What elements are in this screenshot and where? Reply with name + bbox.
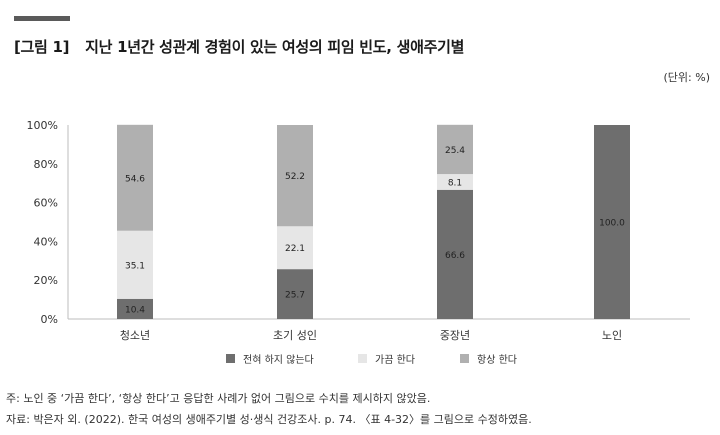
y-tick-label: 20% xyxy=(34,274,58,287)
bar-segment-always xyxy=(437,124,473,175)
unit-label: (단위: %) xyxy=(663,71,710,84)
data-label: 66.6 xyxy=(445,251,465,261)
data-label: 54.6 xyxy=(125,174,145,184)
bar-segment-sometimes xyxy=(277,226,313,270)
data-label: 8.1 xyxy=(448,178,462,188)
data-label: 25.7 xyxy=(285,291,305,301)
legend-label: 전혀 하지 않는다 xyxy=(243,355,314,366)
x-category-label: 청소년 xyxy=(120,329,150,342)
legend-label: 가끔 한다 xyxy=(375,355,415,366)
legend-swatch xyxy=(358,354,367,363)
legend-item-always: 항상 한다 xyxy=(460,351,517,366)
bar-segment-never xyxy=(117,298,153,319)
y-tick-label: 80% xyxy=(34,158,58,171)
source-note: 자료: 박은자 외. (2022). 한국 여성의 생애주기별 성·생식 건강조… xyxy=(6,413,532,426)
footnote: 주: 노인 중 ‘가끔 한다’, ‘항상 한다’고 응답한 사례가 없어 그림으… xyxy=(6,392,431,405)
data-label: 52.2 xyxy=(285,172,305,182)
y-tick-label: 100% xyxy=(27,119,58,132)
data-label: 10.4 xyxy=(125,305,145,315)
x-category-label: 초기 성인 xyxy=(273,329,317,342)
figure-number: [그림 1] xyxy=(14,38,70,56)
bar-segment-sometimes xyxy=(117,230,153,299)
legend-label: 항상 한다 xyxy=(477,355,517,366)
data-label: 100.0 xyxy=(599,219,625,229)
data-label: 35.1 xyxy=(125,261,145,271)
legend-swatch xyxy=(226,354,235,363)
y-tick-label: 60% xyxy=(34,197,58,210)
bar-segment-never xyxy=(437,189,473,319)
y-tick-label: 0% xyxy=(41,313,58,326)
bar-segment-always xyxy=(117,124,153,231)
figure-title-text: 지난 1년간 성관계 경험이 있는 여성의 피임 빈도, 생애주기별 xyxy=(85,38,465,56)
data-label: 25.4 xyxy=(445,146,465,156)
legend-item-never: 전혀 하지 않는다 xyxy=(226,351,314,366)
bar-segment-never xyxy=(277,269,313,319)
bar-segment-sometimes xyxy=(437,174,473,190)
legend-item-sometimes: 가끔 한다 xyxy=(358,351,415,366)
legend-swatch xyxy=(460,354,469,363)
figure-title: [그림 1] 지난 1년간 성관계 경험이 있는 여성의 피임 빈도, 생애주기별 xyxy=(14,36,464,57)
title-accent-bar xyxy=(14,16,70,21)
x-category-label: 중장년 xyxy=(440,329,470,342)
x-category-label: 노인 xyxy=(602,329,622,342)
stacked-bar-chart: 0% 20% 40% 60% 80% 100% 10.4 35.1 54.6 청소년 25.7 22.… xyxy=(27,119,690,342)
bar-segment-never xyxy=(594,125,630,319)
bar-segment-always xyxy=(277,125,313,227)
data-label: 22.1 xyxy=(285,244,305,254)
chart-legend: 전혀 하지 않는다 가끔 한다 항상 한다 xyxy=(0,351,720,366)
y-tick-label: 40% xyxy=(34,235,58,248)
